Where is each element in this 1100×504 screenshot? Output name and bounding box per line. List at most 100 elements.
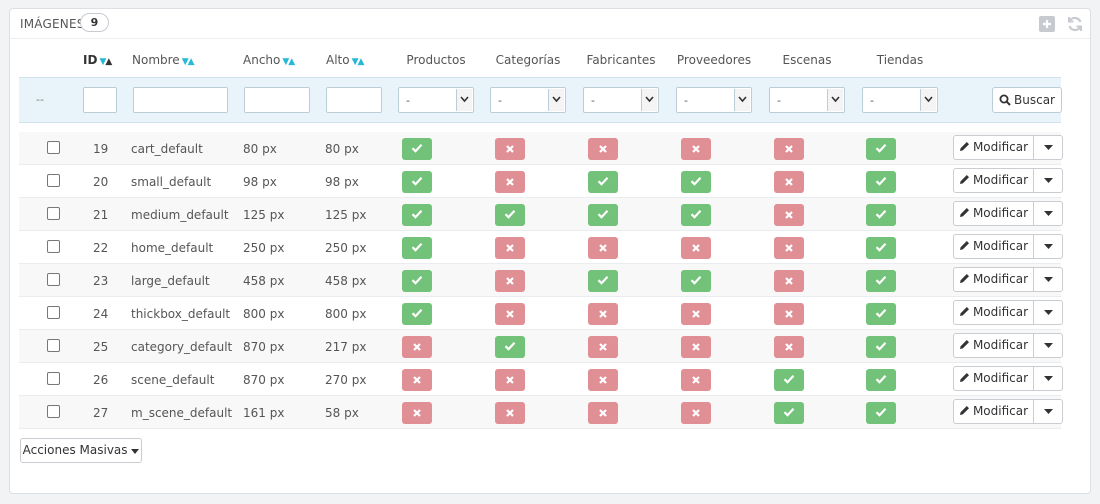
- status-fabricantes-disabled[interactable]: [588, 237, 618, 259]
- col-id[interactable]: ID ▼▲: [83, 53, 112, 67]
- row-checkbox[interactable]: [47, 207, 60, 220]
- col-alto[interactable]: Alto ▼▲: [326, 53, 365, 67]
- row-dropdown-toggle[interactable]: [1033, 168, 1063, 193]
- edit-button[interactable]: Modificar: [953, 366, 1034, 391]
- status-fabricantes-disabled[interactable]: [588, 303, 618, 325]
- status-proveedores-disabled[interactable]: [681, 303, 711, 325]
- status-fabricantes-enabled[interactable]: [588, 171, 618, 193]
- status-escenas-disabled[interactable]: [774, 270, 804, 292]
- status-escenas-disabled[interactable]: [774, 336, 804, 358]
- status-fabricantes-enabled[interactable]: [588, 270, 618, 292]
- status-productos-enabled[interactable]: [402, 204, 432, 226]
- row-checkbox[interactable]: [47, 141, 60, 154]
- status-tiendas-enabled[interactable]: [866, 369, 896, 391]
- sort-icon[interactable]: ▼▲: [181, 57, 195, 67]
- status-tiendas-enabled[interactable]: [866, 303, 896, 325]
- status-tiendas-enabled[interactable]: [866, 138, 896, 160]
- status-escenas-disabled[interactable]: [774, 204, 804, 226]
- filter-tiendas-select[interactable]: -: [862, 87, 938, 113]
- row-dropdown-toggle[interactable]: [1033, 234, 1063, 259]
- status-productos-enabled[interactable]: [402, 303, 432, 325]
- row-checkbox[interactable]: [47, 339, 60, 352]
- status-proveedores-disabled[interactable]: [681, 369, 711, 391]
- status-categorias-disabled[interactable]: [495, 270, 525, 292]
- status-productos-disabled[interactable]: [402, 369, 432, 391]
- col-ancho[interactable]: Ancho ▼▲: [243, 53, 295, 67]
- row-dropdown-toggle[interactable]: [1033, 399, 1063, 424]
- status-categorias-disabled[interactable]: [495, 138, 525, 160]
- status-tiendas-enabled[interactable]: [866, 270, 896, 292]
- status-tiendas-enabled[interactable]: [866, 171, 896, 193]
- status-proveedores-disabled[interactable]: [681, 336, 711, 358]
- edit-button[interactable]: Modificar: [953, 168, 1034, 193]
- status-proveedores-enabled[interactable]: [681, 270, 711, 292]
- status-productos-enabled[interactable]: [402, 171, 432, 193]
- refresh-icon[interactable]: [1066, 15, 1084, 33]
- status-categorias-disabled[interactable]: [495, 369, 525, 391]
- edit-button[interactable]: Modificar: [953, 333, 1034, 358]
- filter-fabricantes-select[interactable]: -: [583, 87, 659, 113]
- status-proveedores-disabled[interactable]: [681, 138, 711, 160]
- edit-button[interactable]: Modificar: [953, 300, 1034, 325]
- filter-productos-select[interactable]: -: [398, 87, 474, 113]
- status-proveedores-enabled[interactable]: [681, 171, 711, 193]
- status-escenas-disabled[interactable]: [774, 171, 804, 193]
- row-dropdown-toggle[interactable]: [1033, 333, 1063, 358]
- status-proveedores-enabled[interactable]: [681, 204, 711, 226]
- row-dropdown-toggle[interactable]: [1033, 267, 1063, 292]
- edit-button[interactable]: Modificar: [953, 267, 1034, 292]
- col-nombre[interactable]: Nombre ▼▲: [132, 53, 195, 67]
- status-tiendas-enabled[interactable]: [866, 336, 896, 358]
- row-checkbox[interactable]: [47, 372, 60, 385]
- row-dropdown-toggle[interactable]: [1033, 135, 1063, 160]
- status-fabricantes-disabled[interactable]: [588, 138, 618, 160]
- status-tiendas-enabled[interactable]: [866, 402, 896, 424]
- status-fabricantes-disabled[interactable]: [588, 402, 618, 424]
- status-productos-disabled[interactable]: [402, 402, 432, 424]
- filter-height-input[interactable]: [326, 87, 382, 113]
- filter-proveedores-select[interactable]: -: [676, 87, 752, 113]
- status-escenas-disabled[interactable]: [774, 303, 804, 325]
- status-proveedores-disabled[interactable]: [681, 237, 711, 259]
- sort-icon[interactable]: ▼▲: [282, 57, 295, 67]
- row-checkbox[interactable]: [47, 306, 60, 319]
- status-productos-enabled[interactable]: [402, 237, 432, 259]
- search-button[interactable]: Buscar: [992, 87, 1062, 113]
- status-categorias-disabled[interactable]: [495, 237, 525, 259]
- edit-button[interactable]: Modificar: [953, 135, 1034, 160]
- row-dropdown-toggle[interactable]: [1033, 300, 1063, 325]
- status-fabricantes-enabled[interactable]: [588, 204, 618, 226]
- add-new-icon[interactable]: [1038, 15, 1056, 33]
- status-escenas-disabled[interactable]: [774, 138, 804, 160]
- filter-id-input[interactable]: [83, 87, 117, 113]
- status-productos-enabled[interactable]: [402, 270, 432, 292]
- sort-icon[interactable]: ▼▲: [351, 57, 365, 67]
- status-categorias-enabled[interactable]: [495, 336, 525, 358]
- bulk-actions-button[interactable]: Acciones Masivas: [20, 438, 142, 463]
- row-checkbox[interactable]: [47, 273, 60, 286]
- status-categorias-disabled[interactable]: [495, 303, 525, 325]
- row-dropdown-toggle[interactable]: [1033, 201, 1063, 226]
- filter-categorias-select[interactable]: -: [490, 87, 566, 113]
- status-productos-disabled[interactable]: [402, 336, 432, 358]
- status-categorias-disabled[interactable]: [495, 171, 525, 193]
- row-checkbox[interactable]: [47, 240, 60, 253]
- edit-button[interactable]: Modificar: [953, 234, 1034, 259]
- filter-width-input[interactable]: [244, 87, 310, 113]
- status-fabricantes-disabled[interactable]: [588, 336, 618, 358]
- status-fabricantes-disabled[interactable]: [588, 369, 618, 391]
- status-categorias-disabled[interactable]: [495, 402, 525, 424]
- row-checkbox[interactable]: [47, 174, 60, 187]
- status-tiendas-enabled[interactable]: [866, 237, 896, 259]
- status-proveedores-disabled[interactable]: [681, 402, 711, 424]
- row-dropdown-toggle[interactable]: [1033, 366, 1063, 391]
- status-escenas-enabled[interactable]: [774, 402, 804, 424]
- filter-name-input[interactable]: [133, 87, 228, 113]
- status-productos-enabled[interactable]: [402, 138, 432, 160]
- edit-button[interactable]: Modificar: [953, 201, 1034, 226]
- row-checkbox[interactable]: [47, 405, 60, 418]
- status-tiendas-enabled[interactable]: [866, 204, 896, 226]
- status-escenas-enabled[interactable]: [774, 369, 804, 391]
- edit-button[interactable]: Modificar: [953, 399, 1034, 424]
- sort-icon[interactable]: ▼▲: [99, 57, 112, 67]
